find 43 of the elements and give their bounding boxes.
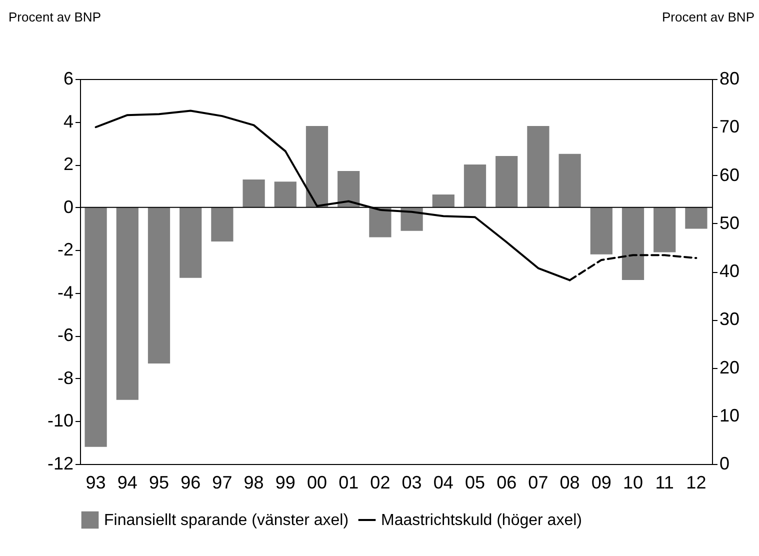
x-tick-label: 94: [117, 472, 138, 492]
x-tick-label: 09: [591, 472, 612, 492]
y-tick-label: 2: [63, 154, 74, 174]
x-tick-label: 06: [496, 472, 517, 492]
y2-tick-label: 0: [720, 454, 730, 474]
y2-tick-label: 30: [720, 309, 740, 330]
y2-tick-label: 10: [720, 405, 740, 426]
legend-label: Finansiellt sparande (vänster axel): [104, 512, 349, 529]
y-tick-label: 6: [63, 68, 74, 88]
x-tick-label: 08: [560, 472, 580, 492]
y-tick-label: 4: [63, 111, 74, 132]
y2-tick-label: 20: [720, 357, 740, 378]
y2-tick-label: 70: [720, 116, 740, 137]
x-tick-label: 07: [528, 472, 548, 492]
x-tick-label: 12: [686, 472, 706, 492]
x-tick-label: 97: [212, 472, 232, 492]
x-tick-label: 95: [148, 472, 170, 492]
y2-tick-label: 50: [720, 212, 740, 233]
y-tick-label: -12: [47, 454, 74, 474]
y-axis-title: Procent av BNP: [8, 10, 101, 24]
x-tick-label: 05: [464, 472, 486, 492]
legend-label: Maastrichtskuld (höger axel): [381, 512, 582, 529]
y2-tick-label: 80: [720, 68, 740, 88]
x-tick-label: 10: [622, 472, 644, 492]
x-tick-label: 04: [433, 472, 454, 492]
x-tick-label: 01: [338, 472, 359, 492]
y-tick-label: -8: [57, 368, 74, 388]
y-tick-label: 0: [63, 196, 74, 217]
y2-tick-label: 60: [720, 164, 740, 185]
y-tick-label: -2: [57, 240, 74, 260]
y2-tick-label: 40: [720, 261, 740, 281]
y2-axis-title: Procent av BNP: [662, 10, 754, 24]
x-tick-label: 99: [275, 472, 296, 492]
x-tick-label: 03: [402, 472, 422, 492]
x-tick-label: 00: [306, 472, 328, 492]
x-tick-label: 02: [370, 472, 390, 492]
x-tick-label: 96: [180, 472, 201, 492]
x-tick-label: 98: [244, 472, 264, 492]
y-tick-label: -10: [47, 410, 74, 431]
y-tick-label: -4: [57, 282, 74, 302]
x-tick-label: 93: [86, 472, 106, 492]
y-tick-label: -6: [57, 325, 74, 346]
x-tick-label: 11: [655, 472, 674, 492]
